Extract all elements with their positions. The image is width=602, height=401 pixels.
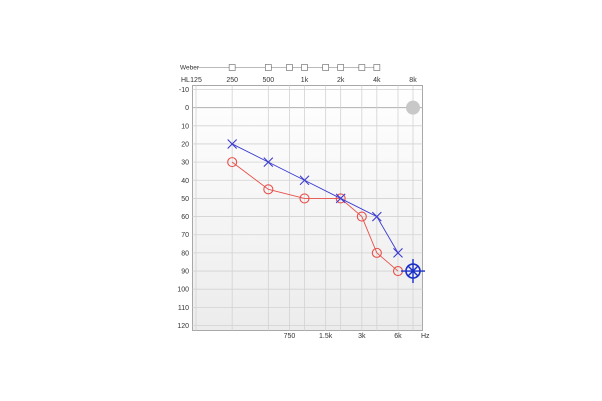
y-tick-label: 70 <box>181 232 189 239</box>
y-tick-label: 10 <box>181 123 189 130</box>
cross-marker <box>299 175 310 186</box>
top-tick-label: 1k <box>301 77 309 84</box>
y-tick-label: 30 <box>181 160 189 167</box>
bottom-tick-label: 1.5k <box>319 333 333 340</box>
y-tick-label: 20 <box>181 141 189 148</box>
cross-marker <box>263 157 274 168</box>
top-tick-label: 500 <box>262 77 274 84</box>
cursor-target <box>401 259 425 284</box>
circle-marker <box>263 184 274 195</box>
y-tick-label: 40 <box>181 178 189 185</box>
circle-marker <box>227 157 238 168</box>
gray-marker-dot <box>406 100 420 115</box>
cross-marker <box>335 193 346 204</box>
circle-marker <box>371 247 382 258</box>
top-tick-label: 250 <box>226 77 238 84</box>
cross-marker <box>227 139 238 149</box>
hl-axis-label: HL <box>181 77 190 84</box>
y-tick-label: 100 <box>177 287 189 294</box>
circle-marker <box>335 193 346 204</box>
bottom-tick-label: 3k <box>358 333 366 340</box>
y-tick-label: -10 <box>179 87 189 94</box>
weber-boxes <box>228 64 381 71</box>
y-tick-label: 50 <box>181 196 189 203</box>
bottom-tick-labels: 750 1.5k 3k 6k <box>284 333 403 340</box>
plot-area <box>192 85 423 331</box>
cross-marker <box>371 211 382 222</box>
top-axis: HL 125 250 500 1k 2k 4k 8k <box>181 77 417 84</box>
weber-checkbox <box>286 64 293 71</box>
weber-checkbox <box>337 64 345 71</box>
top-tick-label: 125 <box>190 77 202 84</box>
weber-row: Weber <box>180 64 381 72</box>
grid-lines <box>192 85 423 331</box>
series-line-cross <box>231 143 399 254</box>
weber-checkbox <box>358 64 366 71</box>
circle-marker <box>356 211 367 222</box>
top-tick-labels: 125 250 500 1k 2k 4k 8k <box>190 77 417 84</box>
weber-checkbox <box>322 64 330 71</box>
y-tick-label: 60 <box>181 214 189 221</box>
y-tick-label: 80 <box>181 250 189 257</box>
y-tick-label: 0 <box>185 105 189 112</box>
weber-checkbox <box>373 64 381 71</box>
series-layer <box>227 139 404 277</box>
weber-label: Weber <box>180 65 200 72</box>
top-tick-label: 2k <box>337 77 345 84</box>
cursor-x-2 <box>407 265 419 277</box>
series-cross <box>227 139 403 258</box>
gray-marker <box>406 100 420 115</box>
y-tick-label: 90 <box>181 269 189 276</box>
cross-marker <box>393 247 403 258</box>
weber-checkbox <box>228 64 236 71</box>
bottom-tick-label: 750 <box>284 333 296 340</box>
circle-marker <box>299 193 310 204</box>
top-tick-label: 8k <box>409 77 417 84</box>
y-tick-labels: -10 0 10 20 30 40 50 60 70 80 90 100 110 120 <box>177 87 189 330</box>
top-tick-label: 4k <box>373 77 381 84</box>
weber-checkbox <box>264 64 272 71</box>
weber-checkbox <box>301 64 308 71</box>
cursor-layer <box>401 259 425 284</box>
hz-axis-label: Hz <box>421 333 430 340</box>
bottom-tick-label: 6k <box>394 333 402 340</box>
y-tick-label: 120 <box>177 323 189 330</box>
y-tick-label: 110 <box>178 305 189 312</box>
